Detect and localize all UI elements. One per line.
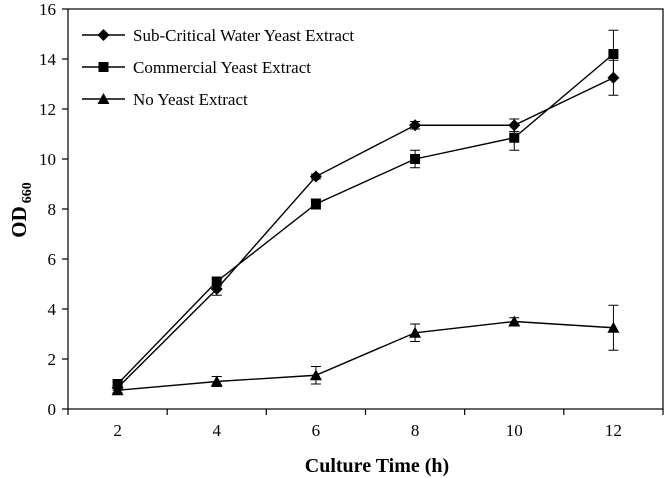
data-point	[410, 154, 421, 164]
data-point	[112, 379, 123, 389]
x-tick-label: 2	[113, 421, 122, 440]
chart-ticks: 0 2 4 6 8 10 12 14 16 2 4 6 8 10 12	[39, 0, 664, 440]
data-point	[310, 199, 321, 209]
legend-label: Sub-Critical Water Yeast Extract	[133, 26, 354, 45]
data-point	[509, 132, 520, 143]
x-axis-title: Culture Time (h)	[305, 455, 449, 477]
y-tick-label: 2	[48, 350, 57, 369]
data-point	[210, 375, 223, 387]
data-point	[409, 119, 422, 132]
y-tick-label: 8	[48, 200, 57, 219]
legend-marker	[97, 93, 110, 104]
legend-item: Commercial Yeast Extract	[82, 58, 311, 77]
y-tick-label: 12	[39, 100, 56, 119]
data-point	[309, 369, 322, 381]
x-tick-label: 8	[411, 421, 420, 440]
y-tick-label: 6	[48, 250, 57, 269]
legend-label: No Yeast Extract	[133, 90, 248, 109]
data-point	[409, 326, 422, 338]
y-tick-label: 10	[39, 150, 56, 169]
x-tick-label: 10	[506, 421, 523, 440]
legend-label: Commercial Yeast Extract	[133, 58, 311, 77]
series-line	[117, 77, 614, 389]
data-point	[608, 49, 619, 59]
x-tick-label: 12	[605, 421, 622, 440]
legend-marker	[97, 29, 110, 41]
y-tick-label: 14	[39, 50, 57, 69]
legend-item: Sub-Critical Water Yeast Extract	[82, 26, 354, 45]
series-line	[117, 320, 614, 391]
data-point	[508, 315, 521, 327]
y-tick-label: 0	[48, 400, 57, 419]
y-tick-label: 4	[48, 300, 57, 319]
x-tick-label: 4	[213, 421, 222, 440]
chart-series	[111, 29, 620, 396]
legend-marker	[98, 62, 109, 72]
y-tick-label: 16	[39, 0, 56, 19]
series-line	[117, 53, 614, 385]
data-point	[309, 170, 322, 183]
data-point	[111, 384, 124, 396]
data-point	[211, 276, 222, 287]
y-axis-title-subscript: 660	[20, 182, 35, 203]
y-axis-title-main: OD	[7, 206, 31, 238]
series-square	[112, 29, 619, 389]
y-axis-title: OD 660	[7, 182, 35, 238]
x-tick-label: 6	[312, 421, 321, 440]
data-point	[607, 321, 620, 333]
series-triangle	[111, 304, 620, 396]
series-diamond	[111, 59, 620, 394]
legend-item: No Yeast Extract	[82, 90, 248, 109]
chart-legend: Sub-Critical Water Yeast Extract Commerci…	[82, 26, 354, 109]
